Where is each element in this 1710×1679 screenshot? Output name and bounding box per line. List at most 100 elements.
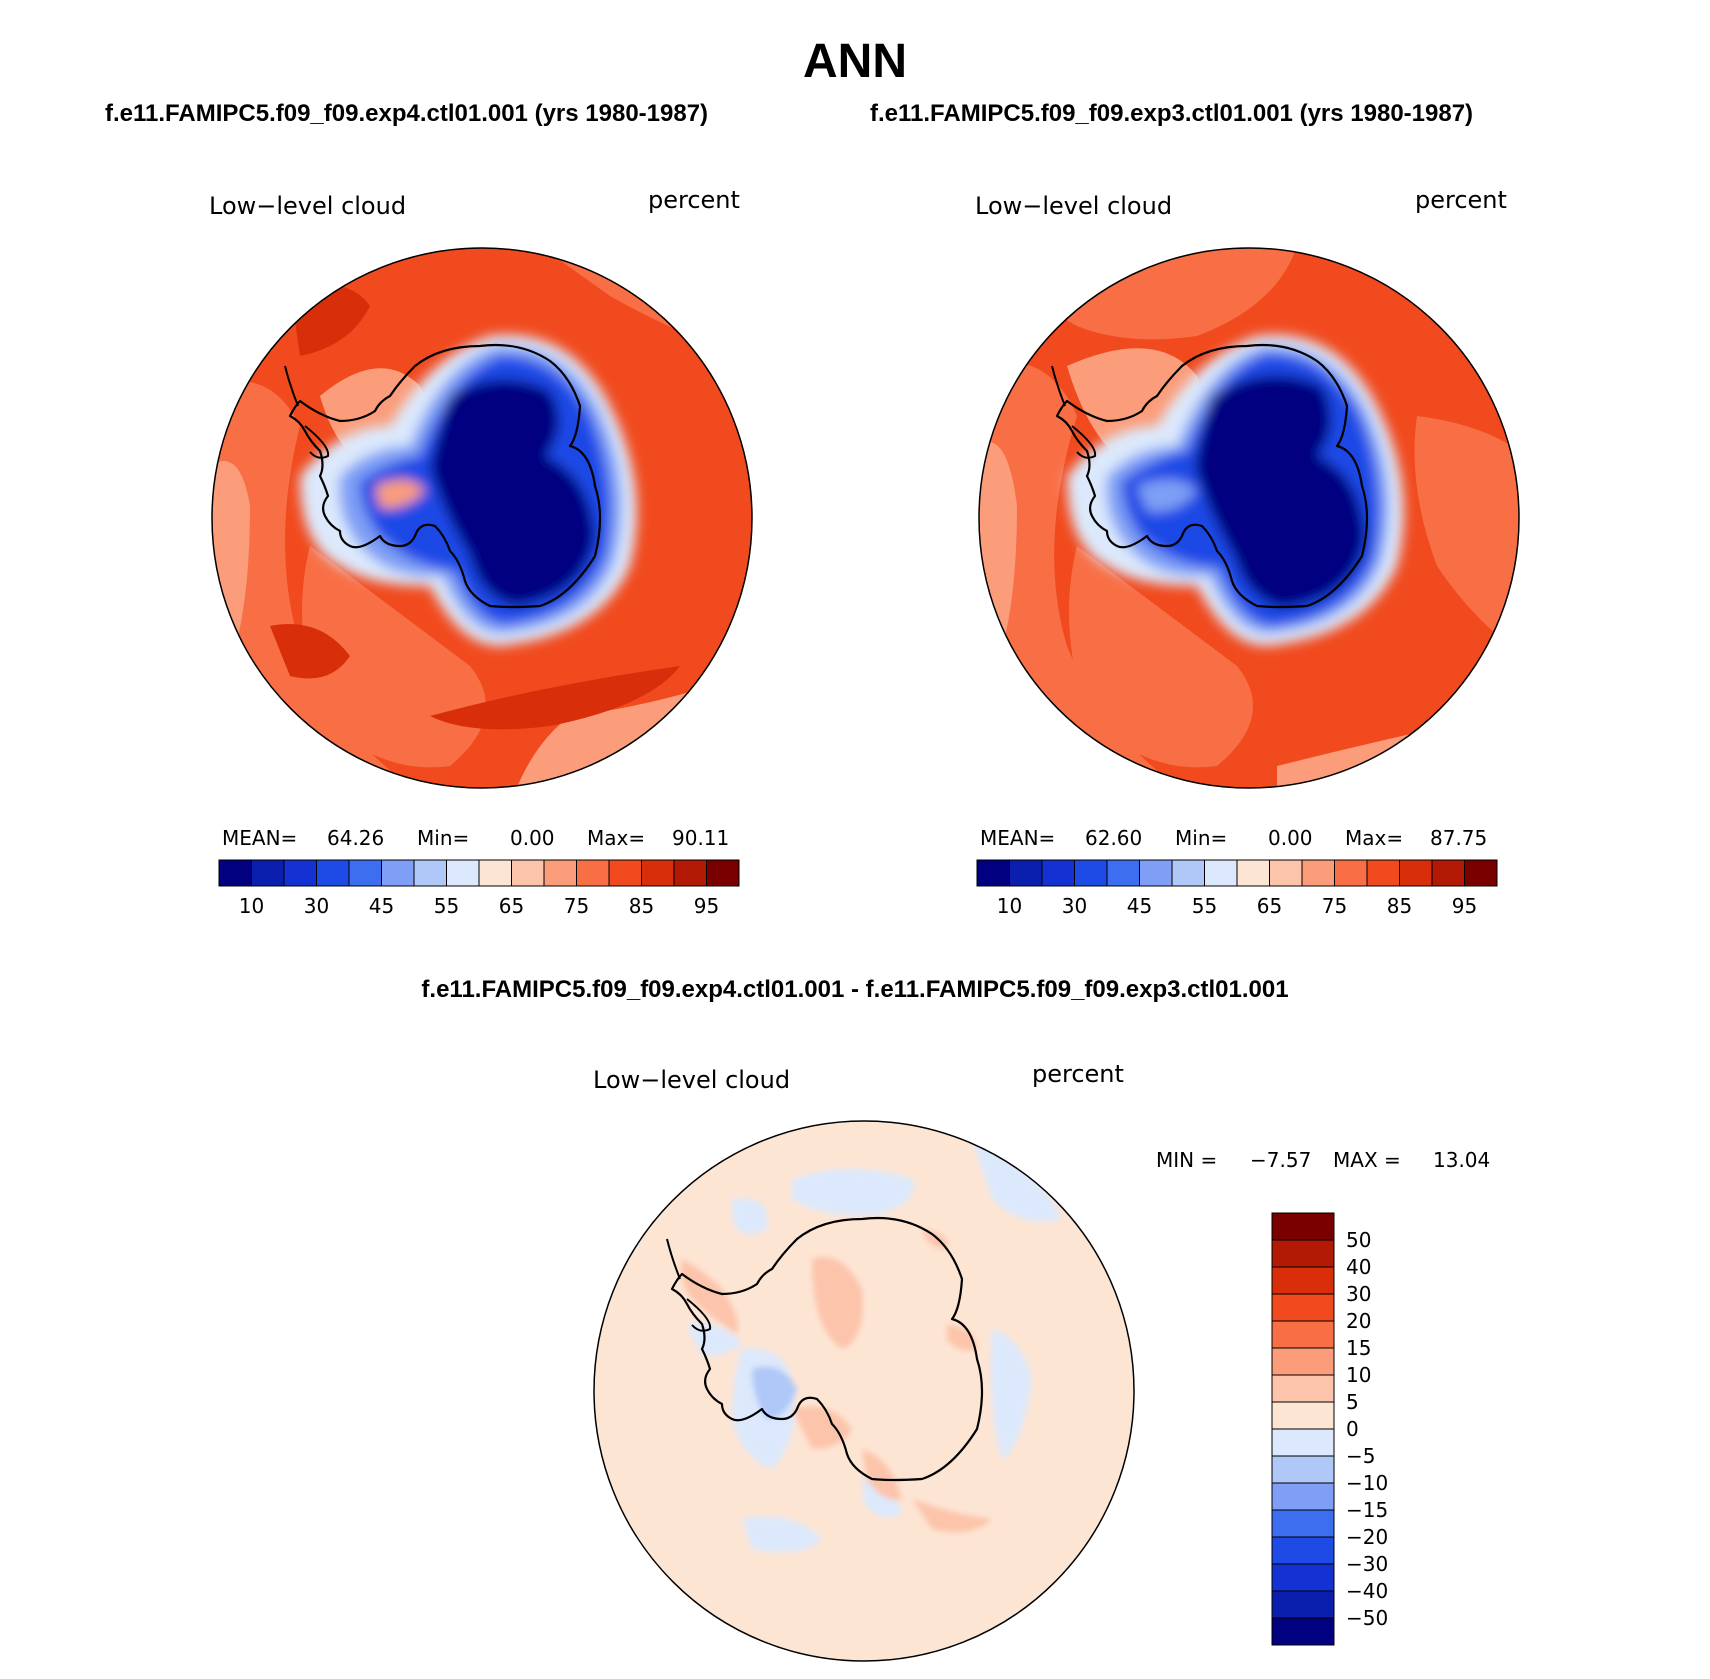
panel-b-units: percent [1415, 186, 1507, 214]
colorbar-tick-label: −40 [1346, 1579, 1389, 1603]
colorbar-swatch [1464, 859, 1498, 887]
colorbar-tick-label: 20 [1346, 1309, 1372, 1333]
colorbar-tick-label: −10 [1346, 1471, 1389, 1495]
colorbar-tick-label: 30 [1061, 894, 1088, 918]
colorbar-swatch [543, 859, 577, 887]
difference-field [752, 1366, 797, 1419]
case-a-title: f.e11.FAMIPC5.f09_f09.exp4.ctl01.001 (yr… [105, 100, 709, 127]
ocean-field [1069, 546, 1253, 768]
colorbar-swatch [283, 859, 317, 887]
difference-field [862, 1449, 902, 1500]
map-panel-difference [593, 1120, 1135, 1662]
colorbar-tick-label: 30 [303, 894, 330, 918]
colorbar-swatch [1271, 1617, 1335, 1646]
colorbar-swatch [1366, 859, 1400, 887]
difference-field [922, 1229, 948, 1249]
colorbar-swatch [1139, 859, 1173, 887]
colorbar-swatch [1271, 1509, 1335, 1538]
panel-b-max: 87.75 [1430, 826, 1488, 850]
panel-b-min-label: Min= [1175, 826, 1228, 850]
colorbar-swatch [1009, 859, 1043, 887]
map-panel-a [211, 247, 753, 789]
colorbar-swatch [1269, 859, 1303, 887]
difference-field [792, 1406, 852, 1449]
colorbar-swatch [706, 859, 740, 887]
colorbar-tick-label: −30 [1346, 1552, 1389, 1576]
map-boundary [978, 247, 1520, 789]
difference-field [732, 1198, 768, 1235]
colorbar-tick-label: 55 [433, 894, 460, 918]
colorbar-swatch [1301, 859, 1335, 887]
colorbar-swatch [1271, 1320, 1335, 1349]
colorbar-tick-label: 45 [368, 894, 395, 918]
colorbar-swatch [1171, 859, 1205, 887]
colorbar-swatch [348, 859, 382, 887]
colorbar-swatch [1041, 859, 1075, 887]
difference-field [680, 1259, 738, 1334]
colorbar-swatch [1271, 1293, 1335, 1322]
colorbar-tick-label: 45 [1126, 894, 1153, 918]
colorbar-swatch [1236, 859, 1270, 887]
colorbar-tick-label: 65 [498, 894, 525, 918]
colorbar-panel-b [976, 859, 1498, 887]
ocean-field [270, 624, 350, 679]
difference-field [912, 1499, 992, 1533]
coastline [1051, 365, 1097, 459]
colorbar-swatch [381, 859, 415, 887]
panel-a-max-label: Max= [587, 826, 646, 850]
colorbar-swatch [1431, 859, 1465, 887]
colorbar-tick-label: −20 [1346, 1525, 1389, 1549]
diff-panel-units: percent [1032, 1060, 1124, 1088]
colorbar-tick-label: 85 [1386, 894, 1413, 918]
map-panel-b [978, 247, 1520, 789]
colorbar-swatch [1271, 1428, 1335, 1457]
colorbar-swatch [218, 859, 252, 887]
colorbar-swatch [1271, 1212, 1335, 1241]
colorbar-swatch [1271, 1455, 1335, 1484]
ice-sheet-field [375, 479, 425, 509]
difference-field [972, 1139, 1062, 1222]
colorbar-swatch [251, 859, 285, 887]
panel-a-max: 90.11 [672, 826, 730, 850]
colorbar-tick-label: 75 [1321, 894, 1348, 918]
ice-sheet-field [1195, 375, 1365, 608]
map-boundary [211, 247, 753, 789]
colorbar-tick-label: 65 [1256, 894, 1283, 918]
panel-b-mean: 62.60 [1085, 826, 1143, 850]
ocean-field [302, 546, 486, 768]
colorbar-swatch [511, 859, 545, 887]
difference-field [812, 1257, 863, 1349]
colorbar-swatch [316, 859, 350, 887]
colorbar-tick-label: 40 [1346, 1255, 1372, 1279]
colorbar-swatch [1334, 859, 1368, 887]
colorbar-swatch [1106, 859, 1140, 887]
figure-title: ANN [803, 35, 907, 88]
colorbar-tick-label: 10 [996, 894, 1023, 918]
colorbar-tick-label: 0 [1346, 1417, 1359, 1441]
colorbar-swatch [1271, 1590, 1335, 1619]
colorbar-tick-label: −5 [1346, 1444, 1376, 1468]
colorbar-tick-label: 95 [1451, 894, 1478, 918]
coastline [670, 1216, 984, 1482]
colorbar-swatch [1204, 859, 1238, 887]
diff-min-label: MIN = [1156, 1148, 1218, 1172]
colorbar-swatch [1271, 1374, 1335, 1403]
diff-max: 13.04 [1433, 1148, 1491, 1172]
colorbar-swatch [1074, 859, 1108, 887]
coastline [1055, 343, 1369, 609]
difference-title: f.e11.FAMIPC5.f09_f09.exp4.ctl01.001 - f… [421, 976, 1289, 1003]
colorbar-swatch [1271, 1536, 1335, 1565]
panel-a-min-label: Min= [417, 826, 470, 850]
colorbar-tick-label: 15 [1346, 1336, 1372, 1360]
case-b-title: f.e11.FAMIPC5.f09_f09.exp3.ctl01.001 (yr… [870, 100, 1474, 127]
difference-field [792, 1169, 914, 1215]
diff-min: −7.57 [1250, 1148, 1312, 1172]
diff-max-label: MAX = [1333, 1148, 1401, 1172]
colorbar-tick-label: 30 [1346, 1282, 1372, 1306]
panel-a-variable: Low−level cloud [209, 192, 407, 220]
ice-sheet-field [1137, 479, 1197, 512]
colorbar-tick-label: 50 [1346, 1228, 1372, 1252]
colorbar-swatch [576, 859, 610, 887]
panel-b-max-label: Max= [1345, 826, 1404, 850]
panel-a-mean-label: MEAN= [222, 826, 298, 850]
